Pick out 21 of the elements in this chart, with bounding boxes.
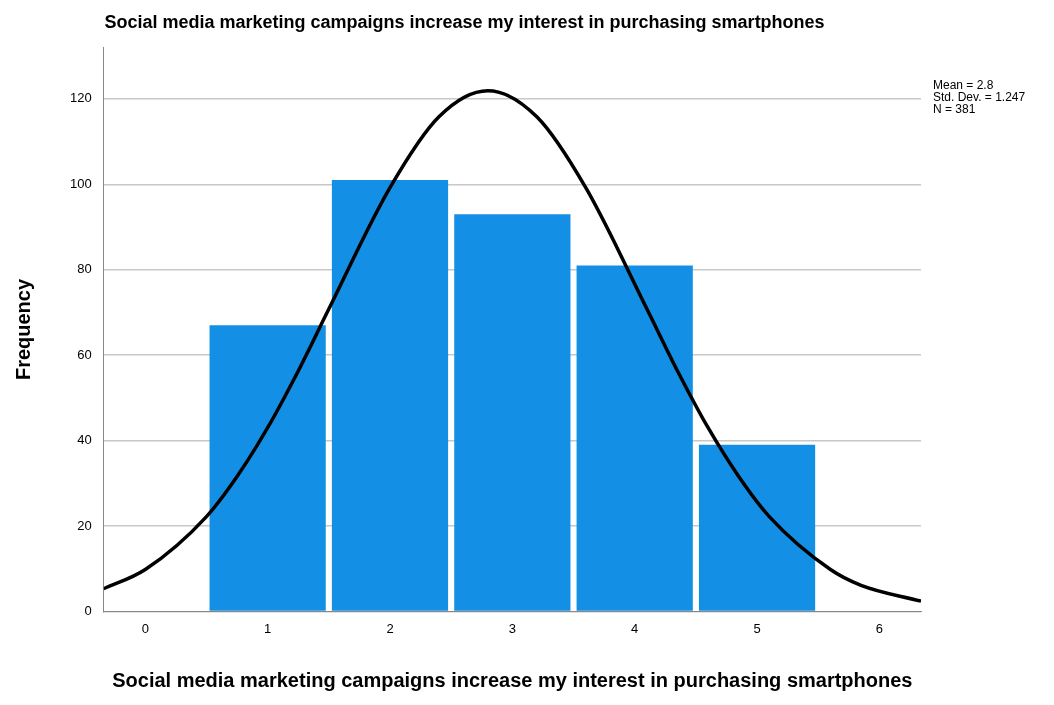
x-tick-label: 4 — [631, 620, 639, 636]
line-series — [103, 88, 921, 603]
y-tick-label: 40 — [77, 432, 92, 448]
x-tick-label: 6 — [875, 620, 884, 636]
x-axis-title: Social media marketing campaigns increase my interest in purchasing smartphones — [112, 668, 913, 691]
text: N = 381 — [933, 101, 976, 116]
chart-title: Social media marketing campaigns increase my interest in purchasing smartphones — [104, 11, 825, 32]
y-tick-label: 60 — [77, 346, 92, 362]
x-tick-label: 0 — [141, 620, 149, 636]
x-tick-label: 2 — [386, 620, 394, 636]
y-tick-label: 20 — [77, 517, 92, 533]
text: Mean = 2.8 — [933, 77, 994, 92]
y-tick-label: 100 — [69, 175, 92, 191]
y-tick-label: 80 — [77, 261, 92, 277]
y-tick-label: 120 — [69, 90, 92, 106]
y-tick-label: 0 — [84, 602, 92, 618]
x-tick-label: 5 — [753, 620, 761, 636]
y-axis-title: Frequency — [11, 278, 34, 381]
x-tick-label: 1 — [264, 620, 272, 636]
x-tick-label: 3 — [508, 620, 516, 636]
text: Std. Dev. = 1.247 — [933, 89, 1026, 104]
